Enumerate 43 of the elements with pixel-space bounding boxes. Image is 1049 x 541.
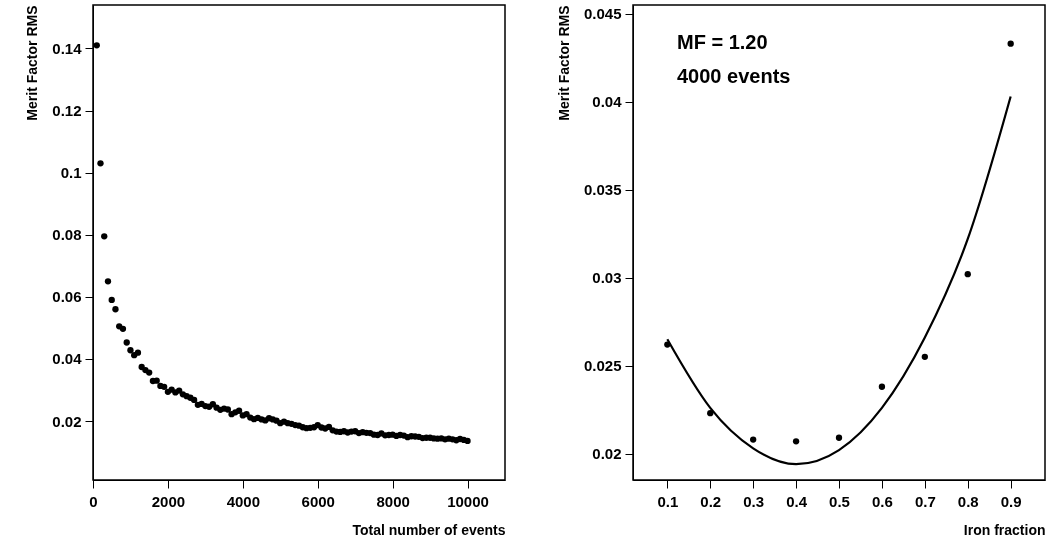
- point: [750, 436, 757, 443]
- point: [707, 409, 714, 417]
- point: [878, 383, 886, 390]
- x-tick-label: 10000: [447, 492, 489, 510]
- point: [964, 271, 971, 278]
- x-tick-label: 0.6: [871, 492, 893, 510]
- y-tick-label: 0.04: [592, 93, 623, 111]
- y-tick-label: 0.045: [583, 5, 622, 23]
- y-tick-label: 0.035: [583, 181, 622, 199]
- x-tick-label: 0.4: [786, 492, 808, 510]
- y-tick-label: 0.02: [52, 412, 82, 430]
- y-tick-label: 0.04: [52, 350, 83, 368]
- point: [792, 438, 800, 445]
- x-tick-label: 0.2: [700, 492, 722, 510]
- y-tick-label: 0.025: [583, 357, 622, 375]
- x-tick-label: 0: [89, 492, 98, 510]
- y-tick-label: 0.14: [52, 39, 83, 57]
- x-tick-label: 0.7: [914, 492, 936, 510]
- x-tick-label: 0.8: [957, 492, 979, 510]
- point: [921, 353, 928, 361]
- y-tick-label: 0.12: [52, 102, 82, 120]
- x-tick-label: 8000: [376, 492, 410, 510]
- x-tick-label: 2000: [151, 492, 186, 510]
- point: [1007, 40, 1014, 47]
- x-tick-label: 0.3: [743, 492, 765, 510]
- y-axis-title: Merit Factor RMS: [24, 5, 41, 121]
- x-axis-title: Total number of events: [352, 521, 506, 538]
- y-tick-label: 0.08: [52, 226, 82, 244]
- y-axis-title: Merit Factor RMS: [555, 5, 572, 121]
- y-tick-label: 0.02: [592, 445, 622, 463]
- y-tick-label: 0.06: [52, 288, 82, 306]
- line-series: [666, 95, 1012, 466]
- point: [835, 434, 843, 441]
- x-tick-label: 0.5: [829, 492, 850, 510]
- x-tick-label: 6000: [301, 492, 335, 510]
- annotation: 4000 events: [677, 65, 791, 87]
- y-tick-label: 0.1: [60, 164, 82, 182]
- x-axis-title: Iron fraction: [963, 521, 1046, 538]
- x-tick-label: 4000: [226, 492, 261, 510]
- x-tick-label: 0.1: [657, 492, 679, 510]
- x-tick-label: 0.9: [1000, 492, 1022, 510]
- annotation: MF = 1.20: [677, 31, 768, 53]
- y-tick-label: 0.03: [592, 269, 622, 287]
